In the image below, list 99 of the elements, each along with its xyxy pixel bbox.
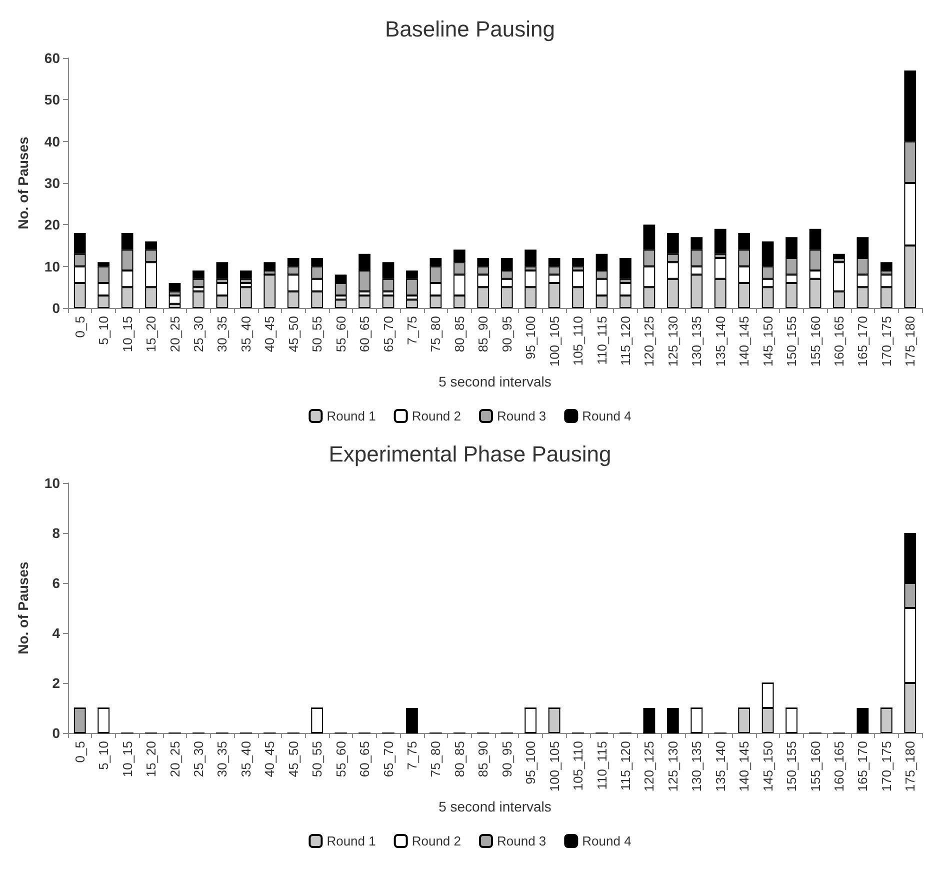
y-tick-label: 30 (44, 175, 60, 191)
x-tick-label: 80_85 (452, 741, 467, 778)
x-tick-label: 55_60 (333, 741, 348, 778)
legend-label: Round 3 (497, 408, 546, 424)
y-tick-label: 0 (52, 300, 60, 316)
x-tick-label: 125_130 (665, 316, 680, 367)
x-tick-label: 25_30 (190, 741, 206, 778)
x-tick-label: 165_170 (855, 316, 870, 367)
x-tick-label: 175_180 (902, 316, 918, 367)
y-tick-label: 60 (44, 50, 60, 66)
x-tick-label: 65_70 (380, 316, 396, 352)
x-axis-title: 5 second intervals (438, 798, 552, 815)
x-tick-label: 95_100 (523, 316, 538, 360)
x-tick-label: 60_65 (357, 741, 372, 778)
x-tick-label: 0_5 (72, 741, 88, 763)
x-tick-label: 135_140 (712, 741, 728, 792)
y-axis-title: No. of Pauses (15, 562, 31, 654)
y-tick-label: 4 (52, 625, 60, 641)
x-tick-label: 145_150 (760, 316, 776, 367)
x-tick-label: 20_25 (167, 316, 182, 352)
legend-label: Round 4 (582, 408, 632, 424)
chart-title: Experimental Phase Pausing (328, 442, 612, 466)
x-tick-label: 140_145 (736, 316, 752, 367)
x-tick-label: 160_165 (831, 741, 846, 792)
x-tick-label: 60_65 (357, 316, 372, 352)
x-tick-label: 0_5 (72, 316, 88, 338)
x-tick-label: 95_100 (523, 741, 538, 784)
x-tick-label: 170_175 (878, 741, 894, 792)
x-tick-label: 100_105 (546, 741, 562, 792)
x-tick-label: 50_55 (310, 741, 325, 778)
x-tick-label: 110_115 (594, 741, 610, 790)
legend-label: Round 2 (412, 834, 462, 848)
x-tick-label: 7_75 (404, 316, 420, 345)
y-axis-title: No. of Pauses (15, 136, 31, 230)
x-tick-label: 5_10 (96, 741, 112, 770)
x-tick-label: 100_105 (546, 316, 562, 367)
x-tick-label: 170_175 (878, 316, 894, 367)
x-tick-label: 40_45 (262, 741, 278, 778)
x-tick-label: 45_50 (286, 741, 301, 778)
y-tick-label: 6 (52, 575, 60, 591)
y-tick-label: 0 (52, 725, 60, 741)
x-tick-label: 115_120 (618, 316, 633, 366)
x-tick-label: 30_35 (214, 741, 230, 778)
x-tick-label: 5_10 (96, 316, 112, 345)
x-tick-label: 120_125 (642, 316, 657, 367)
x-tick-label: 135_140 (712, 316, 728, 367)
x-tick-label: 105_110 (570, 741, 586, 791)
x-tick-label: 155_160 (808, 316, 823, 367)
x-tick-label: 115_120 (618, 741, 633, 791)
x-tick-label: 80_85 (452, 316, 467, 352)
x-tick-label: 40_45 (262, 316, 278, 352)
x-tick-label: 45_50 (286, 316, 301, 352)
x-tick-label: 35_40 (238, 741, 254, 778)
x-tick-label: 175_180 (902, 741, 918, 792)
y-tick-label: 10 (44, 475, 60, 491)
x-tick-label: 140_145 (736, 741, 752, 792)
x-tick-label: 25_30 (190, 316, 206, 352)
x-tick-label: 90_95 (499, 741, 514, 778)
x-tick-label: 65_70 (380, 741, 396, 778)
chart-title: Baseline Pausing (384, 16, 556, 42)
x-tick-label: 55_60 (333, 316, 348, 352)
x-tick-label: 125_130 (665, 741, 680, 792)
x-tick-label: 150_155 (784, 316, 800, 367)
legend-label: Round 2 (412, 408, 462, 424)
legend-label: Round 1 (326, 834, 376, 848)
x-tick-label: 130_135 (689, 316, 704, 367)
x-tick-label: 35_40 (238, 316, 254, 352)
x-tick-label: 10_15 (120, 741, 135, 778)
x-tick-label: 75_80 (428, 316, 444, 352)
x-tick-label: 165_170 (855, 741, 870, 792)
x-tick-label: 85_90 (476, 316, 491, 352)
x-tick-label: 85_90 (476, 741, 491, 778)
legend-label: Round 3 (497, 834, 546, 848)
x-tick-label: 130_135 (689, 741, 704, 792)
y-tick-label: 50 (44, 92, 60, 108)
x-tick-label: 150_155 (784, 741, 800, 792)
x-tick-label: 15_20 (144, 316, 159, 352)
y-tick-label: 2 (52, 675, 60, 691)
x-tick-label: 30_35 (214, 316, 230, 352)
y-tick-label: 20 (44, 216, 60, 233)
x-axis-title: 5 second intervals (438, 374, 552, 390)
y-tick-label: 10 (44, 258, 60, 274)
x-tick-label: 7_75 (404, 741, 420, 770)
x-tick-label: 15_20 (144, 741, 159, 778)
x-tick-label: 50_55 (310, 316, 325, 352)
x-tick-label: 75_80 (428, 741, 444, 778)
x-tick-label: 110_115 (594, 316, 610, 365)
x-tick-label: 120_125 (642, 741, 657, 792)
x-tick-label: 155_160 (808, 741, 823, 792)
legend-label: Round 1 (326, 408, 376, 424)
y-tick-label: 8 (52, 525, 60, 541)
x-tick-label: 160_165 (831, 316, 846, 367)
x-tick-label: 105_110 (570, 316, 586, 366)
x-tick-label: 20_25 (167, 741, 182, 778)
y-tick-label: 40 (44, 133, 60, 150)
x-tick-label: 145_150 (760, 741, 776, 792)
legend-label: Round 4 (582, 834, 632, 848)
x-tick-label: 90_95 (499, 316, 514, 352)
x-tick-label: 10_15 (120, 316, 135, 352)
